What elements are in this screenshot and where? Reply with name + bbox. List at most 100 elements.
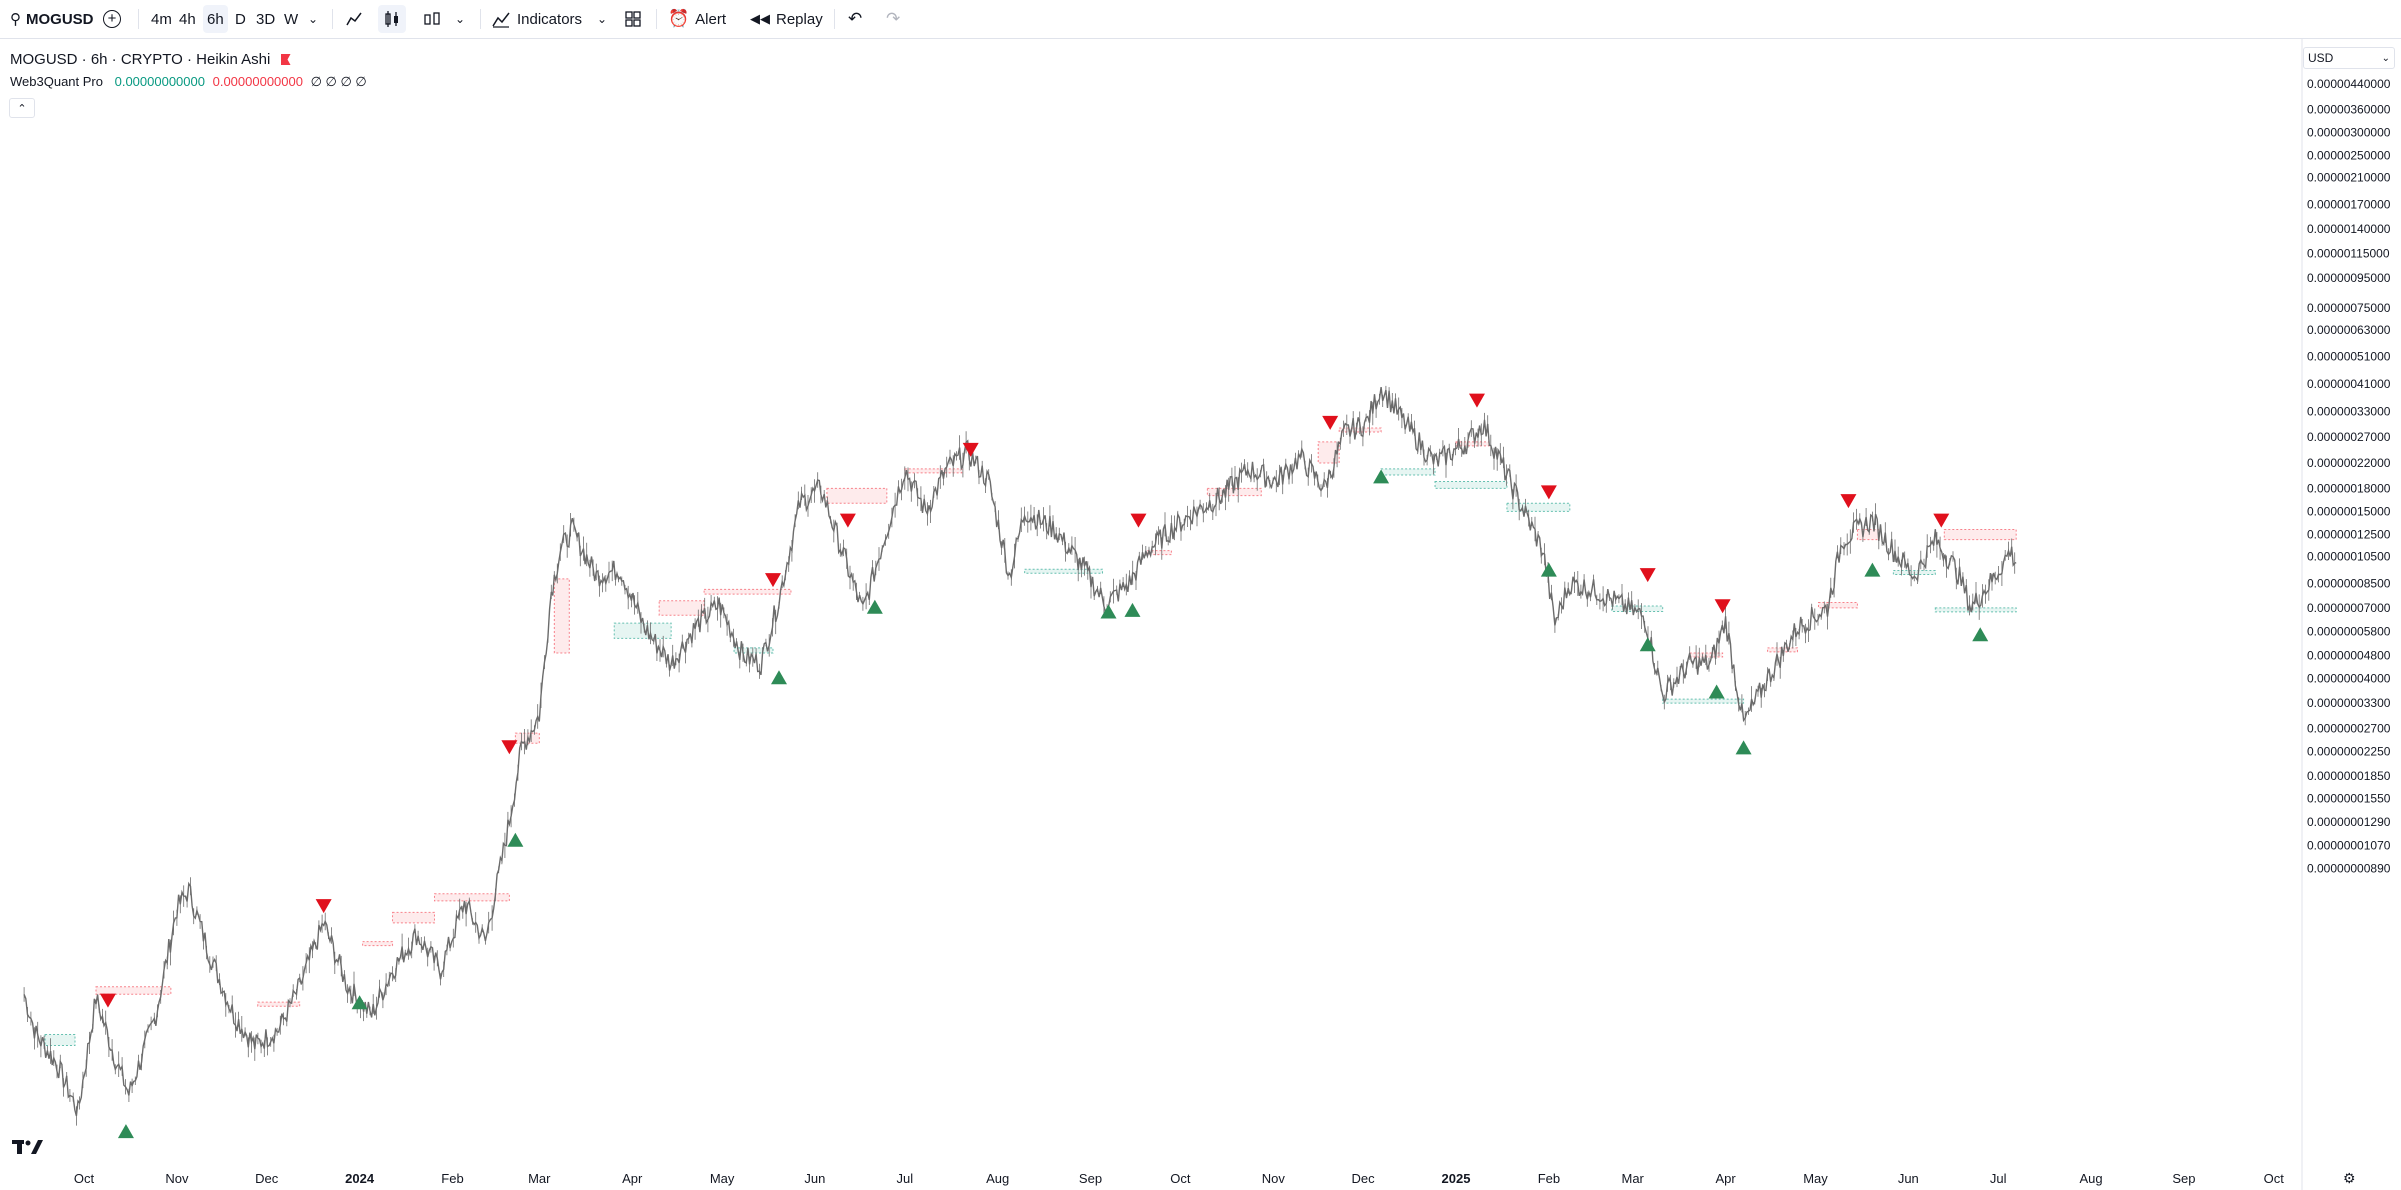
y-tick-label: 0.00000022000 bbox=[2307, 456, 2391, 470]
x-tick-label: May bbox=[1803, 1171, 1828, 1186]
supply-zone bbox=[433, 893, 510, 902]
buy-signal-marker bbox=[1864, 562, 1881, 577]
x-tick-label: May bbox=[710, 1171, 735, 1186]
y-tick-label: 0.00000005800 bbox=[2307, 625, 2391, 639]
buy-signal-marker bbox=[1708, 684, 1725, 699]
alert-button[interactable]: ⏰ Alert bbox=[668, 0, 726, 38]
sell-signal-marker bbox=[1540, 485, 1557, 500]
supply-zone bbox=[658, 600, 705, 616]
indicators-dropdown[interactable]: ⌄ bbox=[597, 0, 607, 38]
replay-label: Replay bbox=[776, 10, 823, 28]
chevron-down-icon: ⌄ bbox=[455, 12, 466, 26]
sell-signal-marker bbox=[99, 993, 116, 1008]
supply-zone bbox=[703, 588, 792, 595]
supply-zone bbox=[1146, 550, 1172, 556]
add-symbol-button[interactable]: + bbox=[103, 0, 121, 38]
chart-type-candles-button[interactable] bbox=[378, 5, 406, 33]
chart-type-bars-button[interactable] bbox=[422, 0, 442, 38]
indicator-value-red: 0.00000000000 bbox=[212, 74, 303, 89]
supply-zone bbox=[1817, 602, 1858, 609]
redo-button[interactable]: ↷ bbox=[886, 0, 900, 38]
chart-legend: MOGUSD · 6h · CRYPTO · Heikin Ashi bbox=[10, 49, 291, 71]
chart-pane[interactable]: 0.00000000890 0.00000001070 0.00000001290 0… bbox=[0, 39, 2401, 1190]
timeframe-6h[interactable]: 6h bbox=[203, 5, 228, 33]
sell-signal-marker bbox=[1468, 393, 1485, 408]
sell-signal-marker bbox=[1130, 513, 1147, 528]
price-chart[interactable]: 0.00000000890 0.00000001070 0.00000001290 0… bbox=[0, 39, 2401, 1190]
demand-zone bbox=[1506, 502, 1571, 512]
chart-type-dropdown[interactable]: ⌄ bbox=[455, 0, 465, 38]
timeframe-label: 6h bbox=[207, 10, 224, 28]
demand-zone bbox=[1434, 481, 1508, 489]
y-tick-label: 0.00000170000 bbox=[2307, 197, 2391, 211]
x-tick-label: Sep bbox=[2172, 1171, 2195, 1186]
y-tick-label: 0.00000001290 bbox=[2307, 815, 2391, 829]
demand-zone bbox=[613, 622, 672, 639]
x-tick-label: Oct bbox=[1170, 1171, 1191, 1186]
y-tick-label: 0.00000018000 bbox=[2307, 481, 2391, 495]
flag-icon[interactable] bbox=[280, 54, 291, 65]
y-tick-label: 0.00000027000 bbox=[2307, 430, 2391, 444]
buy-signal-marker bbox=[1100, 604, 1117, 619]
legend-collapse-button[interactable]: ⌃ bbox=[9, 98, 35, 118]
undo-icon: ↶ bbox=[848, 9, 863, 28]
timeframe-d[interactable]: D bbox=[235, 0, 246, 38]
demand-zone bbox=[1662, 698, 1745, 704]
x-tick-label: Oct bbox=[74, 1171, 95, 1186]
x-tick-label: Apr bbox=[622, 1171, 643, 1186]
chevron-down-icon: ⌄ bbox=[597, 12, 608, 26]
y-tick-label: 0.00000002700 bbox=[2307, 721, 2391, 735]
sell-signal-marker bbox=[1933, 513, 1950, 528]
indicators-button[interactable]: Indicators bbox=[491, 0, 582, 38]
buy-signal-marker bbox=[351, 995, 368, 1010]
currency-selector[interactable]: USD ⌄ bbox=[2303, 47, 2395, 69]
timeframe-3d[interactable]: 3D bbox=[256, 0, 275, 38]
indicators-icon bbox=[492, 12, 510, 28]
supply-zone bbox=[257, 1001, 301, 1007]
chevron-down-icon: ⌄ bbox=[308, 12, 319, 26]
redo-icon: ↷ bbox=[886, 9, 901, 28]
toolbar-divider bbox=[834, 9, 835, 29]
x-tick-label: Feb bbox=[441, 1171, 463, 1186]
y-tick-label: 0.00000115000 bbox=[2307, 247, 2390, 261]
x-tick-label: Mar bbox=[1622, 1171, 1645, 1186]
symbol-label: MOGUSD bbox=[26, 10, 94, 28]
layouts-button[interactable] bbox=[624, 0, 642, 38]
timeframe-4m[interactable]: 4m bbox=[151, 0, 172, 38]
y-tick-label: 0.00000001550 bbox=[2307, 792, 2391, 806]
replay-button[interactable]: ◀◀ Replay bbox=[750, 0, 823, 38]
buy-signal-marker bbox=[1540, 562, 1557, 577]
chart-type-line-button[interactable] bbox=[344, 0, 364, 38]
x-tick-label: Nov bbox=[165, 1171, 189, 1186]
gear-icon[interactable]: ⚙ bbox=[2343, 1170, 2356, 1186]
x-tick-label: Dec bbox=[255, 1171, 279, 1186]
y-tick-label: 0.00000012500 bbox=[2307, 528, 2391, 542]
toolbar-divider bbox=[656, 9, 657, 29]
y-tick-label: 0.00000004000 bbox=[2307, 672, 2391, 686]
indicators-label: Indicators bbox=[517, 10, 583, 28]
demand-zone bbox=[1380, 468, 1436, 476]
indicator-name: Web3Quant Pro bbox=[10, 74, 103, 89]
symbol-search[interactable]: ⚲ MOGUSD bbox=[10, 0, 94, 38]
legend-title: MOGUSD · 6h · CRYPTO · Heikin Ashi bbox=[10, 51, 271, 68]
buy-signal-marker bbox=[1735, 740, 1752, 755]
tradingview-logo[interactable] bbox=[12, 1132, 46, 1163]
sell-signal-marker bbox=[315, 899, 332, 914]
sell-signal-marker bbox=[501, 740, 518, 755]
y-tick-label: 0.00000210000 bbox=[2307, 171, 2391, 185]
x-tick-label: Jul bbox=[896, 1171, 913, 1186]
y-tick-label: 0.00000063000 bbox=[2307, 323, 2391, 337]
supply-zone bbox=[1317, 441, 1340, 464]
timeframe-dropdown[interactable]: ⌄ bbox=[308, 0, 318, 38]
undo-button[interactable]: ↶ bbox=[848, 0, 862, 38]
timeframe-w[interactable]: W bbox=[284, 0, 298, 38]
timeframe-label: 3D bbox=[256, 10, 276, 28]
y-tick-label: 0.00000360000 bbox=[2307, 102, 2391, 116]
tradingview-logo-icon bbox=[12, 1140, 43, 1154]
timeframe-4h[interactable]: 4h bbox=[179, 0, 196, 38]
supply-zone bbox=[826, 487, 888, 504]
plus-circle-icon: + bbox=[103, 10, 121, 28]
timeframe-label: D bbox=[235, 10, 246, 28]
grid-icon bbox=[625, 11, 641, 27]
y-tick-label: 0.00000002250 bbox=[2307, 744, 2391, 758]
